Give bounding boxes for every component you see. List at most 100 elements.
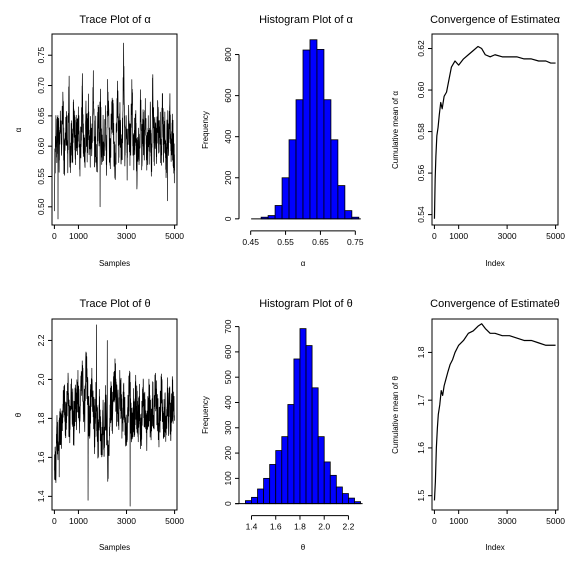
y-axis-label: θ (14, 412, 23, 417)
y-tick-label: 500 (223, 370, 233, 384)
histogram-bar (330, 139, 339, 220)
x-tick-label: 3000 (498, 231, 517, 241)
x-tick-label: 2.2 (343, 522, 355, 532)
x-tick-label: 5000 (546, 231, 565, 241)
x-tick-label: 3000 (117, 516, 136, 526)
x-tick-label: 0 (52, 516, 57, 526)
x-tick-label: 0.55 (277, 237, 294, 247)
histogram-bar (341, 493, 349, 505)
y-tick-label: 1.6 (36, 451, 46, 463)
panel-title: Histogram Plot of α (259, 14, 353, 26)
x-tick-label: 0 (432, 231, 437, 241)
panel-conv-alpha: Convergence of Estimateα 0 1000 3000 5000 0… (391, 14, 565, 268)
x-tick-label: 1.4 (246, 522, 258, 532)
x-tick-label: 0 (52, 231, 57, 241)
x-tick-label: 1.6 (270, 522, 282, 532)
x-tick-label: 1000 (449, 516, 468, 526)
x-tick-label: 5000 (165, 516, 184, 526)
y-tick-label: 300 (223, 420, 233, 434)
panel-trace-theta: Trace Plot of θ 0 1000 3000 5000 1.4 1.6 1.8 2… (14, 298, 184, 552)
y-tick-label: 0 (223, 216, 233, 221)
panel-hist-alpha: Histogram Plot of α 0.45 0.55 0.65 0.75 0 20… (201, 14, 364, 268)
y-tick-label: 400 (223, 395, 233, 409)
y-axis: 0 200 400 600 800 (223, 47, 240, 221)
marks (433, 323, 556, 501)
x-axis-label: Index (485, 259, 505, 268)
histogram-bar (251, 496, 258, 505)
histogram-bar (337, 185, 346, 220)
x-tick-label: 1000 (69, 231, 88, 241)
series-line (433, 45, 556, 219)
histogram-bar (263, 477, 271, 505)
panel-trace-alpha: Trace Plot of α 0 1000 3000 5000 0.500.550.… (14, 14, 184, 268)
x-tick-label: 0.75 (347, 237, 364, 247)
plot-frame (431, 318, 559, 511)
histogram-bar (305, 345, 313, 505)
x-tick-label: 5000 (165, 231, 184, 241)
y-axis-label: Cumulative mean of α (391, 91, 400, 169)
x-tick-label: 2.0 (318, 522, 330, 532)
panel-title: Convergence of Estimateθ (430, 298, 560, 310)
y-axis: 1.4 1.6 1.8 2.0 2.2 (36, 334, 53, 502)
y-tick-label: 200 (223, 170, 233, 184)
histogram-bar (323, 99, 332, 220)
y-tick-label: 200 (223, 446, 233, 460)
y-tick-label: 0.60 (36, 138, 46, 155)
marks (235, 328, 363, 505)
y-axis-label: Cumulative mean of θ (391, 376, 400, 454)
panel-title: Histogram Plot of θ (259, 298, 353, 310)
histogram-bar (344, 210, 353, 220)
x-tick-label: 0 (432, 516, 437, 526)
x-tick-label: 5000 (546, 516, 565, 526)
y-tick-label: 0.65 (36, 107, 46, 124)
series-line (433, 323, 556, 501)
x-tick-label: 1000 (449, 231, 468, 241)
histogram-bar (309, 39, 318, 220)
y-tick-label: 2.2 (36, 334, 46, 346)
y-tick-label: 800 (223, 47, 233, 61)
y-axis-label: Frequency (201, 396, 210, 434)
y-tick-label: 400 (223, 129, 233, 143)
x-axis: 0 1000 3000 5000 (432, 509, 565, 526)
y-tick-label: 0.50 (36, 198, 46, 215)
histogram-bar (287, 404, 295, 505)
y-tick-label: 0.58 (416, 123, 426, 140)
y-axis: 1.5 1.6 1.7 1.8 (416, 346, 433, 502)
x-tick-label: 1000 (69, 516, 88, 526)
histogram-bar (269, 464, 277, 505)
y-tick-label: 0.54 (416, 206, 426, 223)
y-tick-label: 0.56 (416, 165, 426, 182)
y-tick-label: 1.7 (416, 394, 426, 406)
y-tick-label: 1.5 (416, 490, 426, 502)
marks (251, 39, 361, 220)
panel-hist-theta: Histogram Plot of θ 1.4 1.6 1.8 2.0 2.2 0 100… (201, 298, 363, 552)
y-tick-label: 700 (223, 319, 233, 333)
histogram-bar (335, 486, 343, 505)
x-axis: 0 1000 3000 5000 (52, 224, 184, 241)
histogram-bar (281, 436, 289, 505)
histogram-bar (311, 387, 319, 505)
histogram-bar (317, 436, 325, 505)
y-axis-label: α (14, 127, 23, 132)
marks (54, 42, 175, 220)
y-tick-label: 2.0 (36, 373, 46, 385)
y-tick-label: 0.70 (36, 77, 46, 94)
marks (54, 324, 175, 507)
y-axis: 0.54 0.56 0.58 0.60 0.62 (416, 40, 433, 223)
y-tick-label: 600 (223, 345, 233, 359)
histogram-bar (281, 177, 290, 220)
y-tick-label: 1.8 (36, 412, 46, 424)
y-tick-label: 0 (223, 501, 233, 506)
panel-title: Convergence of Estimateα (430, 14, 561, 26)
x-tick-label: 0.65 (312, 237, 329, 247)
x-axis: 0 1000 3000 5000 (432, 224, 565, 241)
histogram-bar (302, 49, 311, 220)
marks (433, 45, 556, 219)
x-axis: 1.4 1.6 1.8 2.0 2.2 (246, 515, 355, 532)
histogram-bar (288, 139, 297, 220)
plot-frame (431, 33, 559, 226)
x-axis: 0 1000 3000 5000 (52, 509, 184, 526)
x-axis-label: α (301, 259, 306, 268)
y-axis: 0 100 200 300 400 500 600 700 (223, 319, 240, 506)
